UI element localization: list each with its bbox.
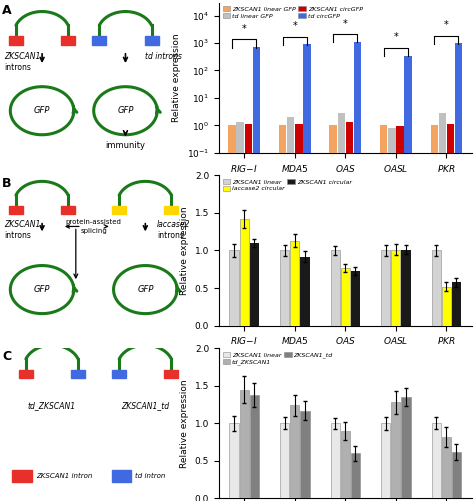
Bar: [111, 470, 131, 482]
Bar: [351, 271, 360, 326]
Bar: [145, 36, 158, 45]
Text: laccase2: laccase2: [157, 220, 191, 229]
Bar: [329, 125, 337, 501]
Bar: [404, 56, 412, 501]
Bar: [438, 113, 446, 501]
Bar: [452, 452, 461, 498]
Bar: [280, 423, 289, 498]
Bar: [341, 268, 350, 326]
Text: *: *: [292, 22, 297, 32]
Legend: ZKSCAN1 linear, td_ZKSCAN1, ZKSCAN1_td: ZKSCAN1 linear, td_ZKSCAN1, ZKSCAN1_td: [222, 351, 333, 366]
Bar: [381, 423, 391, 498]
Text: immunity: immunity: [105, 141, 146, 150]
Text: protein-assisted: protein-assisted: [66, 219, 122, 225]
Text: B: B: [2, 177, 12, 190]
Text: *: *: [393, 32, 398, 42]
Bar: [280, 250, 289, 326]
Legend: ZKSCAN1 linear, laccase2 circular, ZKSCAN1 circular: ZKSCAN1 linear, laccase2 circular, ZKSCA…: [222, 178, 352, 192]
Bar: [401, 397, 410, 498]
Bar: [447, 124, 454, 501]
Bar: [61, 206, 75, 214]
Bar: [228, 125, 236, 501]
Bar: [239, 390, 249, 498]
Bar: [92, 36, 106, 45]
Bar: [71, 370, 85, 378]
Bar: [112, 370, 126, 378]
Bar: [229, 250, 239, 326]
Y-axis label: Relative expression: Relative expression: [180, 206, 189, 295]
Bar: [380, 125, 387, 501]
Text: td introns: td introns: [146, 52, 182, 61]
Text: GFP: GFP: [137, 285, 154, 294]
Text: A: A: [2, 4, 12, 17]
Bar: [239, 219, 249, 326]
Text: ZKSCAN1 intron: ZKSCAN1 intron: [36, 473, 92, 479]
Y-axis label: Relative expression: Relative expression: [180, 379, 189, 467]
Y-axis label: Relative expression: Relative expression: [173, 34, 182, 122]
Bar: [432, 423, 441, 498]
Text: ZKSCAN1: ZKSCAN1: [4, 52, 41, 61]
Text: C: C: [2, 350, 11, 363]
Bar: [19, 370, 33, 378]
Bar: [351, 453, 360, 498]
Bar: [237, 122, 244, 501]
Bar: [381, 250, 391, 326]
Text: *: *: [242, 24, 246, 34]
Text: ZKSCAN1_td: ZKSCAN1_td: [121, 401, 169, 410]
Bar: [354, 42, 361, 501]
Bar: [9, 36, 23, 45]
Text: introns: introns: [157, 231, 184, 240]
Bar: [300, 411, 310, 498]
Text: ZKSCAN1: ZKSCAN1: [4, 220, 41, 229]
Bar: [303, 44, 310, 501]
Bar: [164, 370, 178, 378]
Legend: ZKSCAN1 linear GFP, td linear GFP, ZKSCAN1 circGFP, td circGFP: ZKSCAN1 linear GFP, td linear GFP, ZKSCA…: [222, 6, 364, 19]
Bar: [432, 250, 441, 326]
Text: introns: introns: [4, 63, 31, 72]
Bar: [229, 423, 239, 498]
Bar: [9, 206, 23, 214]
Text: GFP: GFP: [117, 106, 134, 115]
Bar: [295, 124, 302, 501]
Text: GFP: GFP: [34, 285, 50, 294]
Bar: [330, 250, 340, 326]
Bar: [12, 470, 32, 482]
Bar: [401, 250, 410, 326]
Bar: [290, 241, 300, 326]
Bar: [245, 124, 252, 501]
Bar: [253, 47, 260, 501]
Text: introns: introns: [4, 231, 31, 240]
Text: splicing: splicing: [80, 228, 107, 234]
Bar: [279, 125, 286, 501]
Bar: [287, 117, 294, 501]
Text: *: *: [343, 19, 347, 29]
Bar: [391, 250, 401, 326]
Bar: [430, 125, 438, 501]
Bar: [442, 437, 451, 498]
Bar: [290, 405, 300, 498]
Bar: [330, 423, 340, 498]
Bar: [452, 282, 461, 326]
Bar: [61, 36, 75, 45]
Bar: [442, 287, 451, 326]
Text: td_ZKSCAN1: td_ZKSCAN1: [28, 401, 76, 410]
Bar: [337, 113, 345, 501]
Bar: [112, 206, 126, 214]
Bar: [388, 128, 395, 501]
Text: td intron: td intron: [136, 473, 166, 479]
Bar: [164, 206, 178, 214]
Text: *: *: [444, 21, 449, 31]
Bar: [300, 257, 310, 326]
Bar: [396, 126, 403, 501]
Bar: [455, 43, 462, 501]
Bar: [341, 431, 350, 498]
Bar: [391, 402, 401, 498]
Bar: [250, 243, 259, 326]
Bar: [250, 395, 259, 498]
Text: GFP: GFP: [34, 106, 50, 115]
Bar: [346, 122, 353, 501]
